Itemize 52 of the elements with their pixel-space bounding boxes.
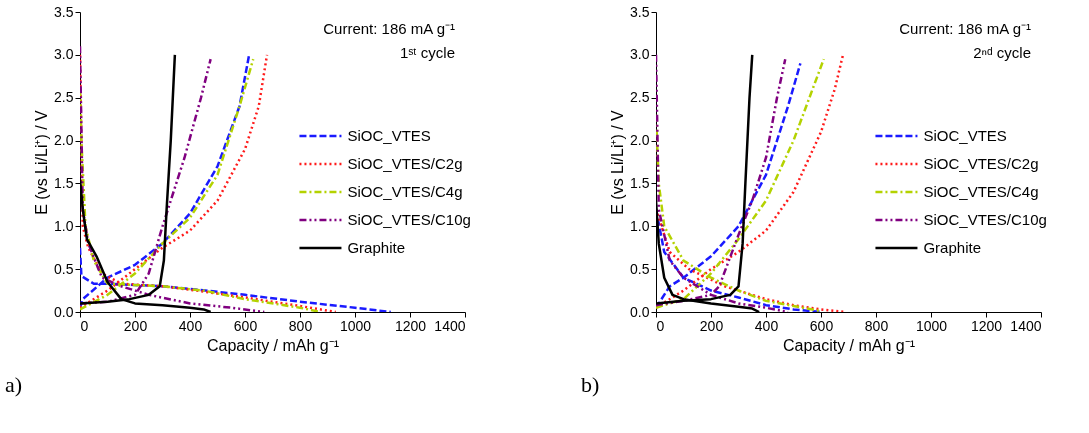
x-tick-label: 0 — [80, 317, 89, 334]
x-tick-label: 600 — [809, 317, 834, 334]
text: a) — [5, 372, 23, 397]
legend-label: SiOC_VTES/C4g — [347, 183, 463, 200]
y-tick-label: 3.5 — [54, 3, 74, 20]
annotation: 2ⁿᵈ cycle — [973, 44, 1031, 61]
x-tick-label: 400 — [754, 317, 779, 334]
y-tick-label: 0.0 — [54, 303, 74, 320]
annotation: Current: 186 mA g⁻¹ — [899, 20, 1031, 37]
y-tick-label: 2.5 — [630, 89, 650, 106]
y-tick-label: 3.0 — [630, 46, 650, 63]
y-tick-label: 1.5 — [54, 174, 74, 191]
x-tick-label: 1000 — [915, 317, 948, 334]
annotation: Current: 186 mA g⁻¹ — [323, 20, 455, 37]
text: b) — [581, 372, 600, 397]
x-tick-label: 1200 — [394, 317, 427, 334]
y-tick-label: 3.5 — [630, 3, 650, 20]
legend-label: SiOC_VTES — [923, 127, 1007, 144]
legend-label: SiOC_VTES/C4g — [923, 183, 1039, 200]
x-tick-label: 800 — [288, 317, 313, 334]
legend-label: Graphite — [347, 239, 405, 256]
annotation: 1ˢᵗ cycle — [399, 44, 455, 61]
y-axis-title: E (vs Li/Li⁺) / V — [609, 109, 627, 215]
x-axis-title: Capacity / mAh g⁻¹ — [782, 336, 916, 354]
legend-label: SiOC_VTES/C2g — [923, 155, 1039, 172]
legend-label: Graphite — [923, 239, 981, 256]
y-tick-label: 1.0 — [630, 217, 650, 234]
legend-label: SiOC_VTES/C10g — [347, 211, 471, 228]
x-tick-label: 200 — [699, 317, 724, 334]
x-tick-label: 200 — [123, 317, 148, 334]
y-tick-label: 0.0 — [630, 303, 650, 320]
x-tick-label: 1400 — [434, 317, 466, 334]
y-tick-label: 1.5 — [630, 174, 650, 191]
y-tick-label: 1.0 — [54, 217, 74, 234]
legend-label: SiOC_VTES — [347, 127, 431, 144]
legend-label: SiOC_VTES/C2g — [347, 155, 463, 172]
x-tick-label: 600 — [233, 317, 258, 334]
y-tick-label: 0.5 — [54, 260, 74, 277]
legend-label: SiOC_VTES/C10g — [923, 211, 1047, 228]
y-tick-label: 0.5 — [630, 260, 650, 277]
x-tick-label: 800 — [864, 317, 889, 334]
x-tick-label: 1200 — [970, 317, 1003, 334]
x-tick-label: 0 — [656, 317, 665, 334]
y-axis-title: E (vs Li/Li⁺) / V — [33, 109, 51, 215]
y-tick-label: 3.0 — [54, 46, 74, 63]
y-tick-label: 2.5 — [54, 89, 74, 106]
y-tick-label: 2.0 — [54, 132, 74, 149]
x-tick-label: 400 — [178, 317, 203, 334]
x-tick-label: 1400 — [1010, 317, 1042, 334]
y-tick-label: 2.0 — [630, 132, 650, 149]
x-tick-label: 1000 — [339, 317, 372, 334]
x-axis-title: Capacity / mAh g⁻¹ — [206, 336, 340, 354]
